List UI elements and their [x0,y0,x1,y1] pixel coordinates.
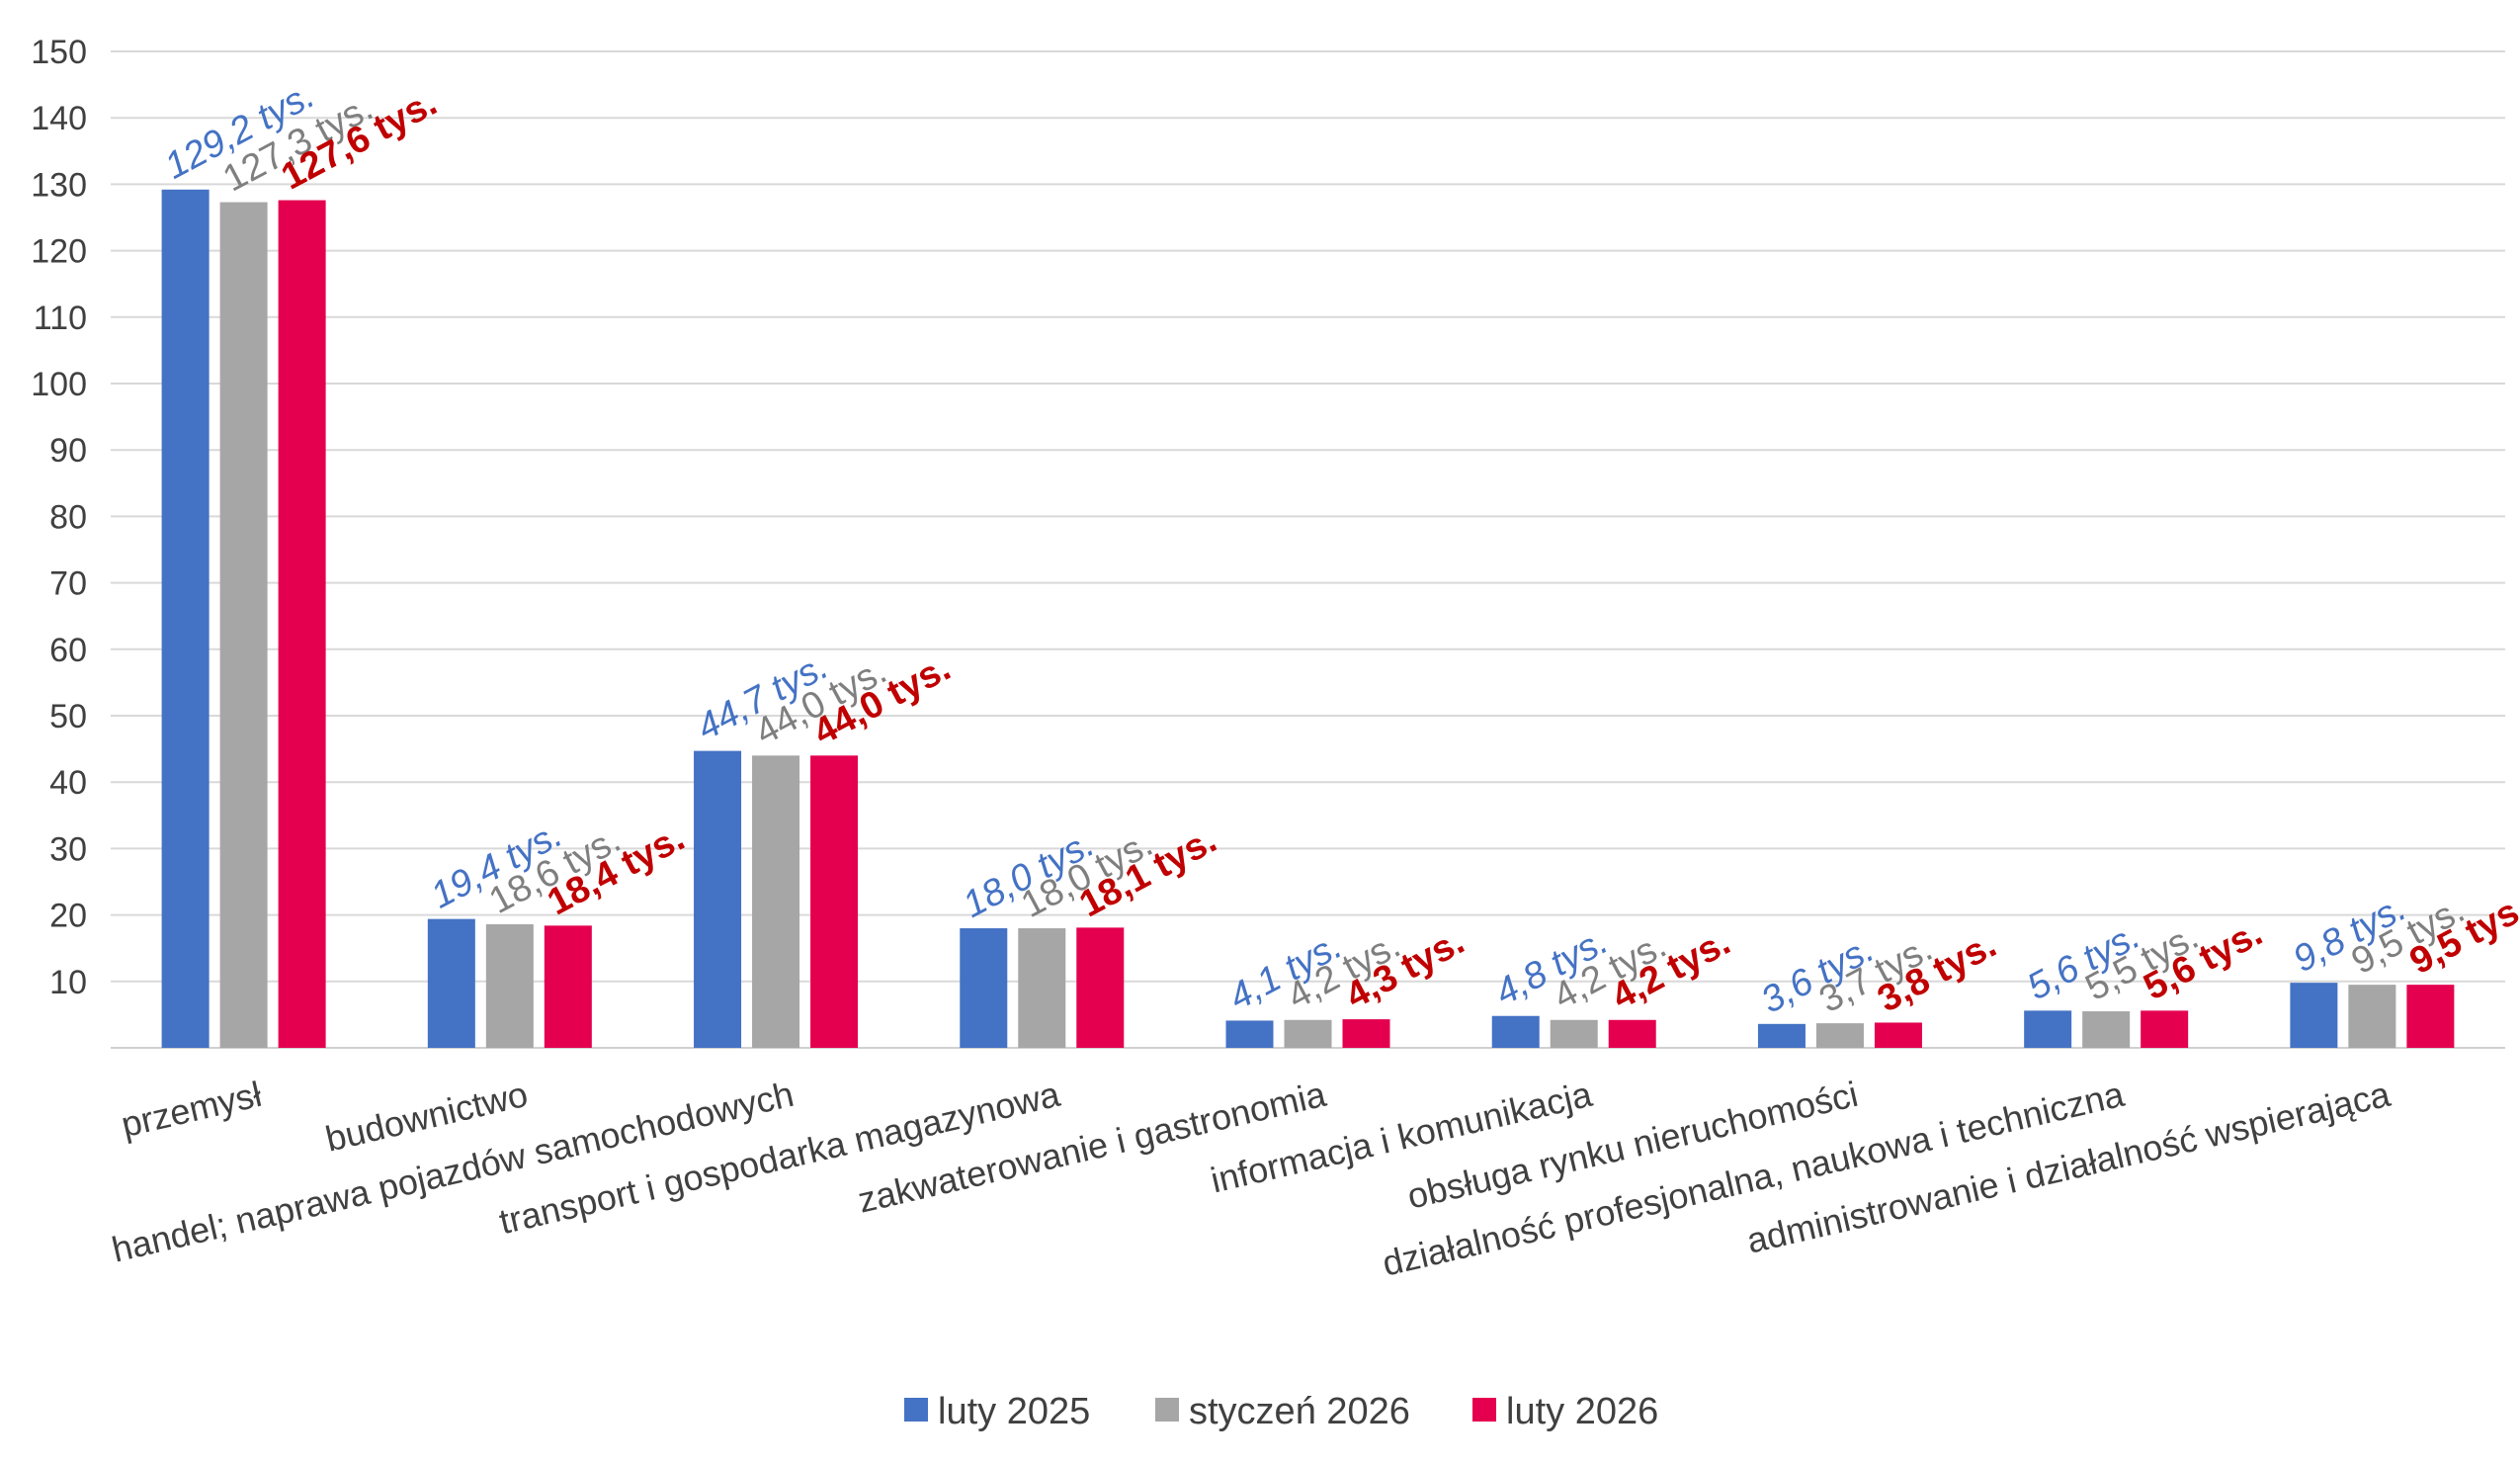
bar [427,918,475,1048]
bar [810,755,859,1048]
y-tick-label: 80 [49,498,87,536]
y-tick-label: 150 [31,34,87,71]
bar [1225,1020,1274,1048]
bar [2024,1010,2072,1048]
category-label: przemysł [118,1074,266,1145]
legend: luty 2025 styczeń 2026 luty 2026 [904,1391,1658,1432]
bar [278,200,326,1048]
y-tick-label: 20 [49,898,87,935]
y-tick-label: 100 [31,366,87,403]
legend-swatch [904,1398,928,1422]
y-tick-label: 60 [49,632,87,669]
gridlines [111,50,2505,1049]
y-tick-label: 30 [49,830,87,868]
bar [2348,985,2396,1048]
y-tick-label: 90 [49,432,87,470]
bar [544,925,592,1048]
bar [1815,1023,1864,1048]
bar [161,189,210,1048]
legend-swatch [1472,1398,1496,1422]
legend-swatch [1155,1398,1179,1422]
bar [1491,1015,1540,1048]
bar [694,750,742,1048]
bar [2082,1011,2131,1048]
bar [1608,1019,1656,1048]
bar [752,755,800,1048]
bar [1874,1022,1922,1048]
y-tick-label: 140 [31,100,87,137]
bar [1550,1019,1598,1048]
legend-entry-label: luty 2026 [1506,1391,1658,1432]
y-tick-label: 120 [31,233,87,271]
bar [1342,1019,1390,1048]
bar [1018,928,1066,1048]
bar [219,202,268,1048]
bar [485,924,534,1048]
data-label: 4,2 tys. [1605,921,1737,1018]
data-label: 3,8 tys. [1871,924,2003,1021]
bar [2290,983,2338,1048]
bar [2141,1010,2189,1048]
data-labels: 129,2 tys.127,3 tys.127,6 tys.19,4 tys.1… [158,74,2520,1021]
bar [1757,1023,1806,1048]
y-tick-label: 10 [49,964,87,1001]
bar [2406,985,2455,1048]
y-tick-label: 110 [34,300,87,337]
legend-entry-label: luty 2025 [938,1391,1090,1432]
bar [1076,927,1125,1048]
legend-entry-label: styczeń 2026 [1189,1391,1410,1432]
y-tick-label: 130 [31,166,87,204]
bar [1284,1019,1332,1048]
category-label: zakwaterowanie i gastronomia [854,1074,1330,1221]
y-tick-label: 40 [49,764,87,802]
y-axis-tick-labels: 10 20 30 40 50 60 70 80 90 100 110 120 130 140 150 [31,34,87,1001]
y-tick-label: 50 [49,698,87,735]
bars [161,189,2455,1048]
bar [960,928,1008,1048]
data-label: 5,6 tys. [2138,912,2270,1009]
data-label: 4,3 tys. [1339,920,1471,1017]
y-tick-label: 70 [49,565,87,603]
